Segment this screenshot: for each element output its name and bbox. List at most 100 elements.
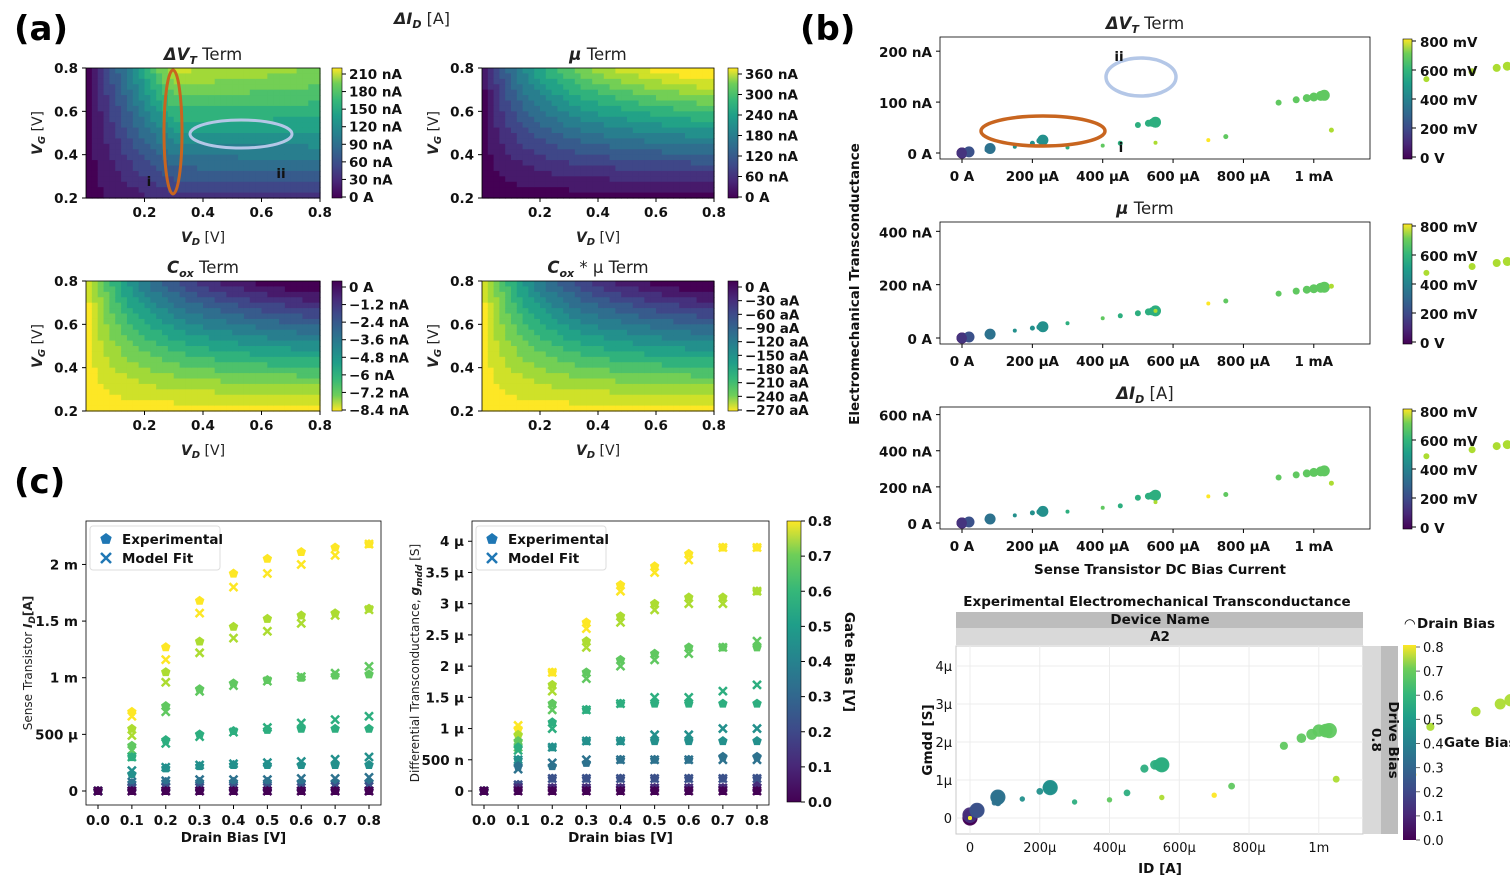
heatmap-cell: [179, 286, 187, 293]
heatmap-cell: [97, 176, 105, 183]
heatmap-cell: [598, 105, 605, 112]
heatmap-cell: [545, 318, 553, 325]
colorbar-tick-label: 0.0: [1423, 834, 1444, 849]
heatmap-cell: [656, 160, 663, 167]
experimental-point: [581, 757, 592, 767]
heatmap-cell: [144, 346, 151, 353]
y-axis-label-sym: V: [30, 143, 46, 155]
colorbar-tick-label: 0.4: [1423, 738, 1444, 753]
heatmap-cell: [609, 340, 616, 347]
heatmap-cell: [273, 356, 280, 363]
heatmap-cell: [191, 165, 198, 172]
heatmap-cell: [314, 105, 321, 112]
heatmap-cell: [115, 335, 122, 342]
heatmap-cell: [650, 297, 657, 304]
heatmap-cell: [482, 192, 489, 199]
heatmap-cell: [156, 383, 163, 390]
heatmap-cell: [482, 73, 489, 80]
heatmap-cell: [609, 286, 616, 293]
heatmap-cell: [661, 313, 669, 320]
heatmap-cell: [702, 133, 709, 140]
model-point: [160, 677, 171, 688]
heatmap-cell: [493, 122, 500, 129]
experimental-point: [615, 580, 626, 589]
heatmap-cell: [696, 176, 703, 183]
heatmap-cell: [557, 324, 564, 331]
model-point: [160, 706, 171, 717]
heatmap-cell: [522, 105, 529, 112]
heatmap-cell: [296, 340, 304, 347]
heatmap-cell: [511, 100, 518, 107]
heatmap-cell: [156, 138, 163, 145]
heatmap-cell: [302, 351, 309, 358]
heatmap-cell: [696, 154, 703, 161]
heatmap-cell: [279, 78, 286, 85]
heatmap-cell: [162, 373, 169, 380]
colorbar-tick-label: −150 aA: [745, 348, 809, 364]
heatmap-cell: [598, 89, 605, 96]
heatmap-cell: [540, 297, 547, 304]
heatmap-cell: [191, 116, 198, 123]
heatmap-cell: [208, 340, 216, 347]
heatmap-cell: [208, 313, 216, 320]
heatmap-cell: [516, 367, 524, 374]
heatmap-cell: [644, 356, 651, 363]
heatmap-cell: [208, 84, 216, 91]
heatmap-cell: [296, 181, 304, 188]
heatmap-cell: [220, 187, 227, 194]
heatmap-cell: [661, 378, 669, 385]
heatmap-cell: [574, 181, 582, 188]
heatmap-cell: [126, 111, 134, 118]
heatmap-cell: [632, 324, 640, 331]
heatmap-cell: [569, 111, 576, 118]
heatmap-cell: [586, 138, 593, 145]
heatmap-cell: [138, 165, 146, 172]
heatmap-cell: [511, 78, 518, 85]
heatmap-cell: [679, 154, 686, 161]
y-tick-label: 200 nA: [879, 481, 932, 497]
heatmap-cell: [279, 340, 286, 347]
heatmap-cell: [661, 394, 669, 401]
heatmap-cell: [499, 351, 506, 358]
heatmap-cell: [144, 297, 151, 304]
heatmap-cell: [516, 383, 524, 390]
heatmap-cell: [673, 154, 680, 161]
x-axis-label-sym: V: [576, 230, 588, 246]
heatmap-cell: [690, 313, 698, 320]
heatmap-cell: [690, 73, 698, 80]
heatmap-cell: [132, 187, 140, 194]
heatmap-cell: [255, 68, 263, 75]
heatmap-cell: [290, 302, 298, 309]
heatmap-cell: [516, 170, 524, 177]
heatmap-cell: [296, 308, 304, 315]
heatmap-cell: [103, 400, 110, 407]
heatmap-cell: [191, 187, 198, 194]
heatmap-cell: [522, 187, 529, 194]
heatmap-cell: [603, 176, 611, 183]
heatmap-cell: [551, 405, 558, 412]
heatmap-cell: [586, 302, 593, 309]
heatmap-cell: [511, 105, 518, 112]
heatmap-cell: [156, 329, 163, 336]
heatmap-cell: [598, 100, 605, 107]
heatmap-cell: [522, 362, 529, 369]
heatmap-cell: [220, 192, 227, 199]
heatmap-cell: [197, 78, 204, 85]
heatmap-cell: [226, 165, 233, 172]
heatmap-cell: [302, 329, 309, 336]
heatmap-cell: [632, 313, 640, 320]
heatmap-cell: [238, 170, 245, 177]
heatmap-cell: [267, 313, 274, 320]
heatmap-cell: [621, 308, 628, 315]
heatmap-cell: [487, 89, 495, 96]
data-point: [1494, 698, 1506, 710]
heatmap-cell: [314, 95, 321, 102]
heatmap-cell: [540, 95, 547, 102]
experimental-point: [513, 736, 523, 746]
heatmap-cell: [284, 181, 292, 188]
heatmap-cell: [592, 394, 599, 401]
heatmap-cell: [103, 318, 110, 325]
heatmap-cell: [679, 111, 686, 118]
heatmap-cell: [115, 313, 122, 320]
